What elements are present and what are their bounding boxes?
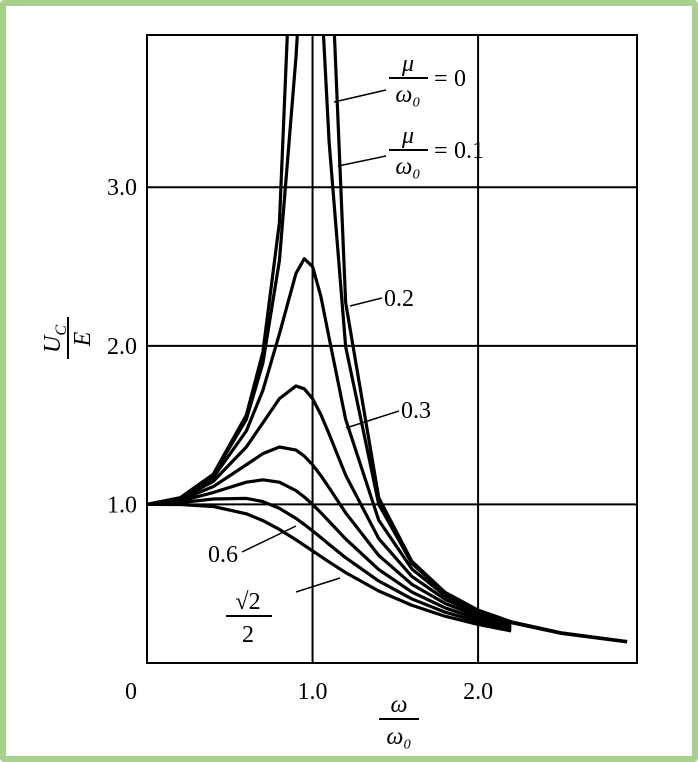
- ann-num: μ: [401, 123, 414, 149]
- x-label-den: ω₀: [386, 724, 411, 750]
- x-tick-label: 2.0: [463, 679, 493, 705]
- ann-num: √2: [235, 589, 260, 615]
- y-label-num: UC: [40, 325, 70, 353]
- ann-value: 0.1: [454, 138, 484, 164]
- y-sub: C: [53, 325, 70, 336]
- y-tick-label: 3.0: [107, 175, 137, 201]
- leader: [345, 410, 400, 429]
- chart: UC E ω ω₀ μ ω₀ = 0 μ ω₀ = 0.1 0.2 0.3 0.…: [40, 34, 638, 750]
- y-label-den: E: [70, 331, 96, 347]
- leader: [337, 155, 387, 167]
- ann-den: 2: [242, 622, 254, 648]
- annotation-0: μ ω₀ = 0: [333, 51, 466, 108]
- leader: [333, 89, 387, 103]
- leader: [349, 297, 383, 307]
- y-tick-label: 2.0: [107, 334, 137, 360]
- y-num: U: [40, 334, 66, 353]
- ann-eq: =: [434, 66, 448, 92]
- annotation-1: μ ω₀ = 0.1: [337, 123, 484, 180]
- leader: [241, 525, 297, 553]
- y-label: UC E: [40, 317, 96, 359]
- x-tick-label: 0: [125, 679, 137, 705]
- x-label-num: ω: [391, 692, 408, 718]
- ann-den: ω₀: [395, 154, 420, 180]
- y-tick-label: 1.0: [107, 492, 137, 518]
- ann-value: 0: [454, 66, 466, 92]
- ann-value: 0.3: [401, 398, 431, 424]
- ann-den: ω₀: [395, 82, 420, 108]
- ann-value: 0.6: [208, 542, 238, 568]
- plot-frame: [146, 34, 638, 664]
- leader: [295, 577, 341, 593]
- ann-eq: =: [434, 138, 448, 164]
- ann-value: 0.2: [384, 286, 414, 312]
- ann-num: μ: [401, 51, 414, 77]
- x-tick-label: 1.0: [298, 679, 328, 705]
